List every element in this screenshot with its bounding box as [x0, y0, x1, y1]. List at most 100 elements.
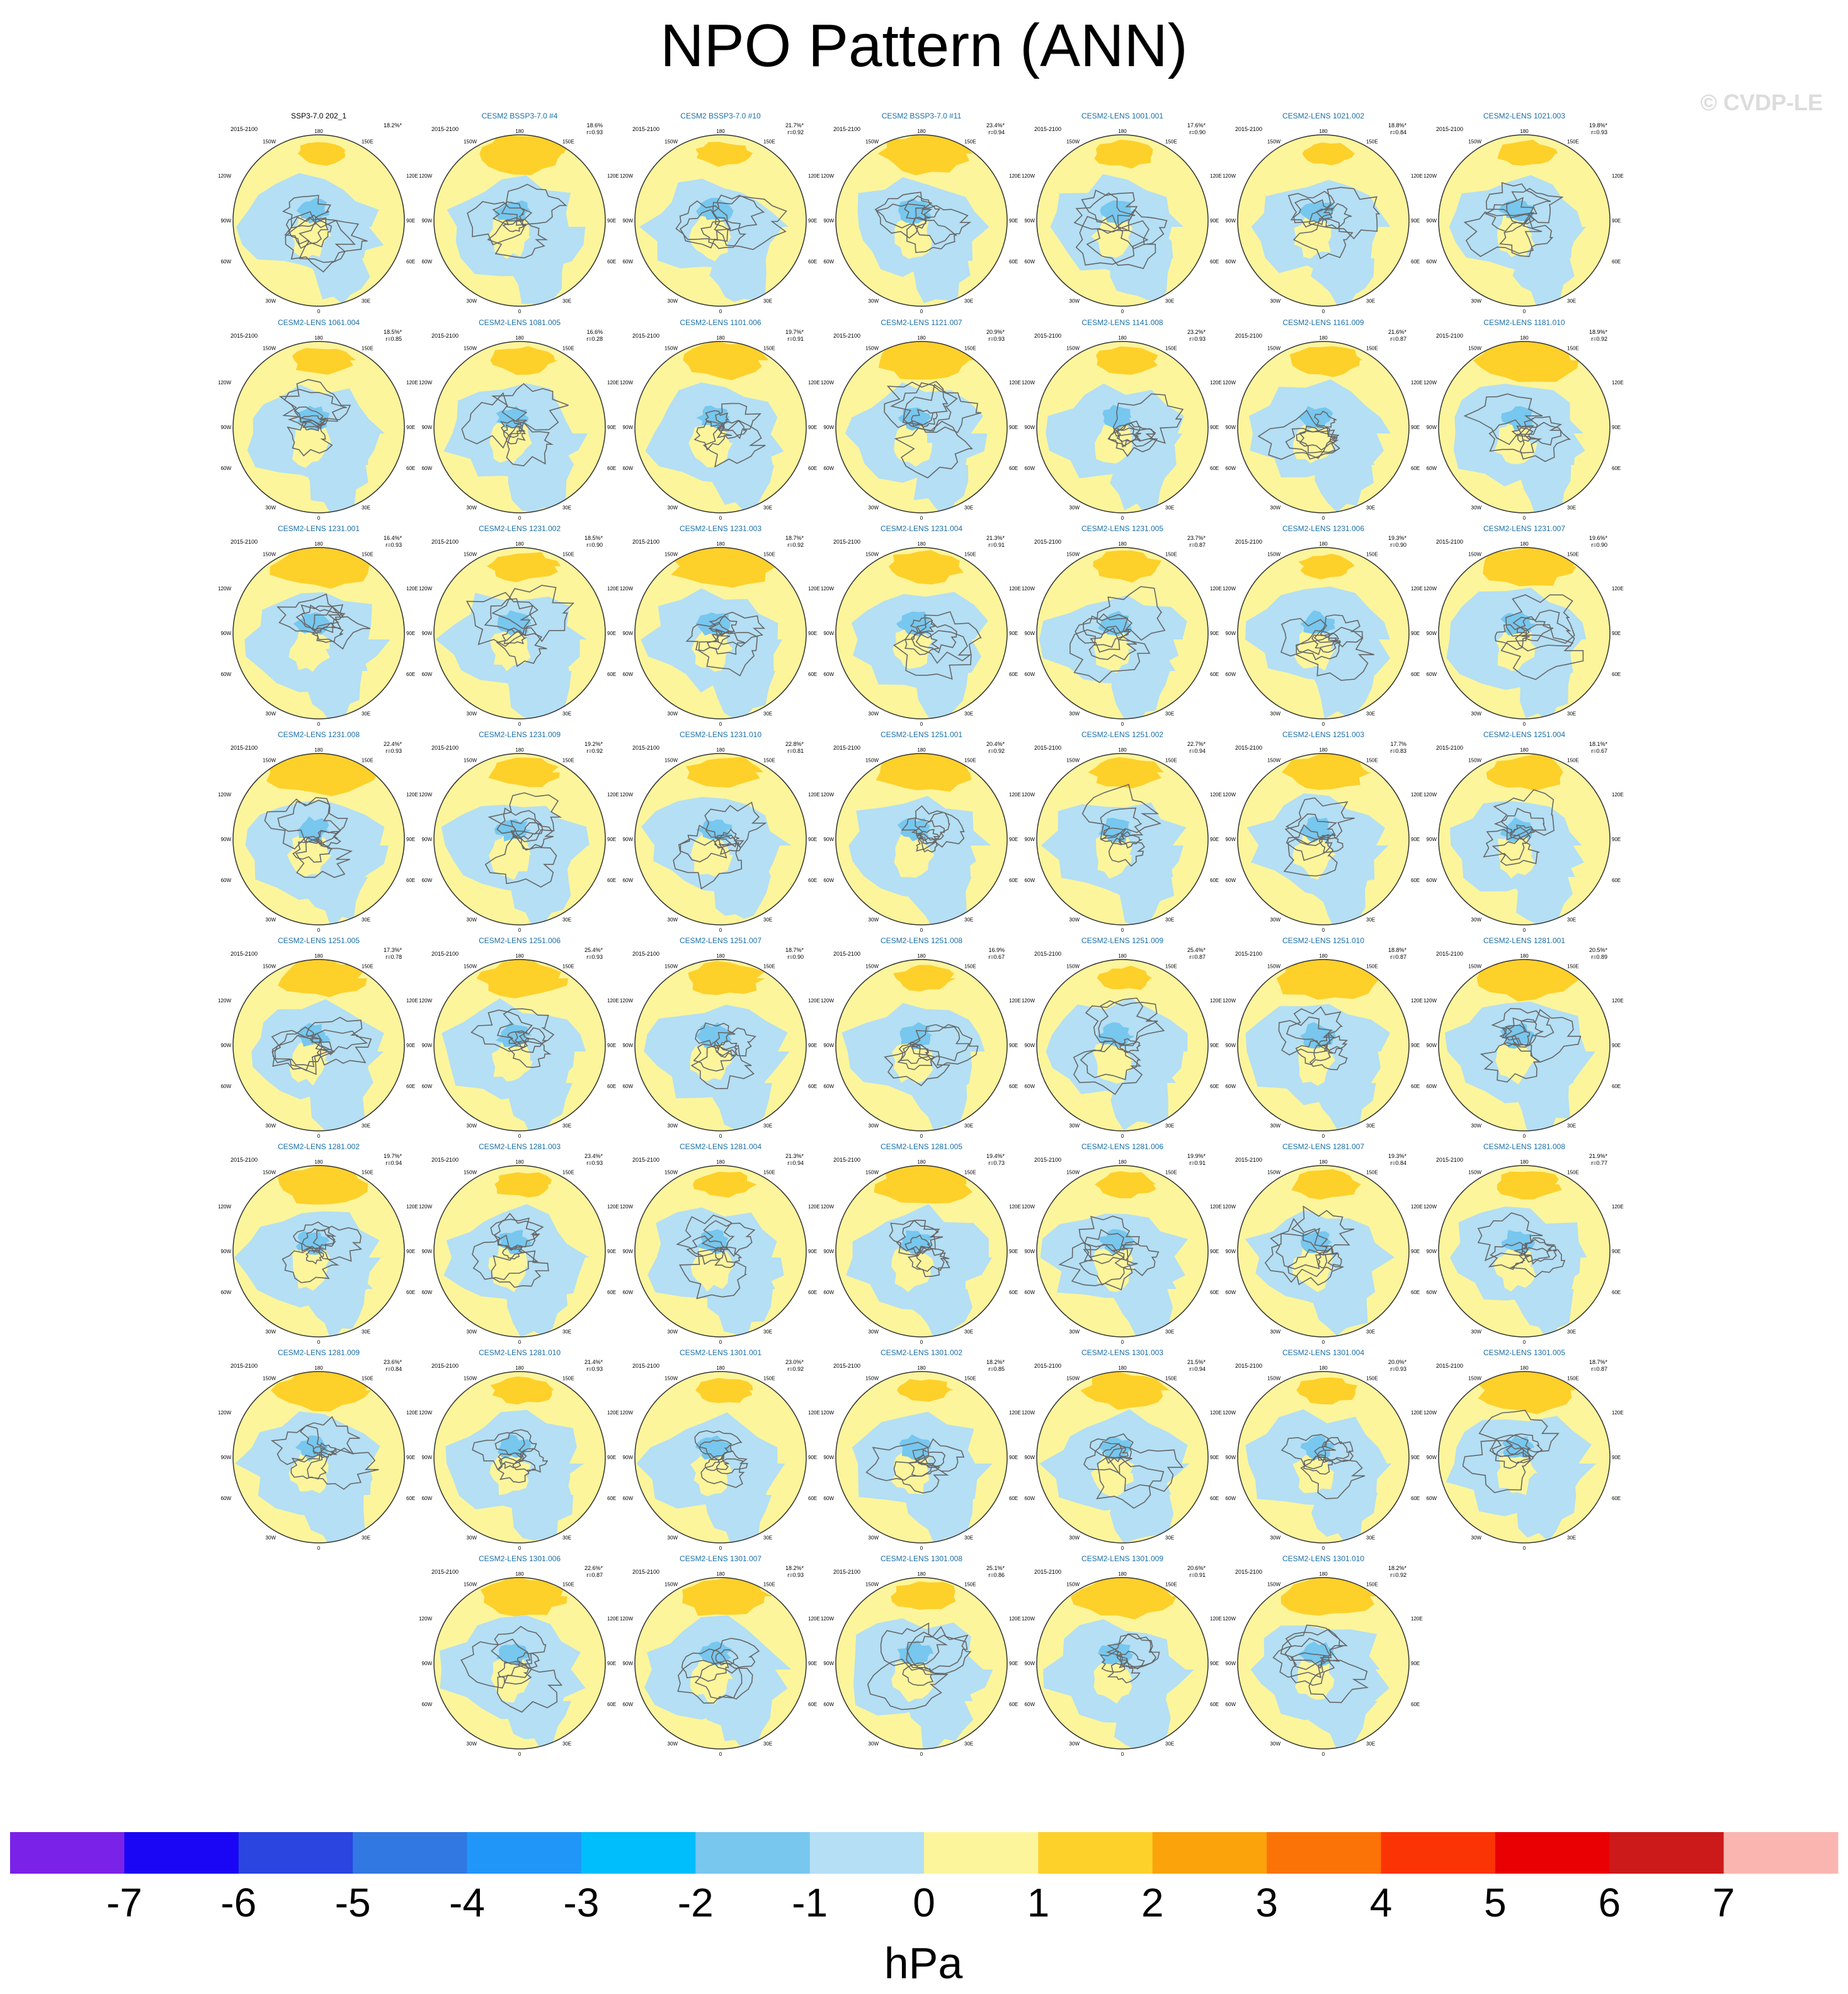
pattern-corr: r=0.84 — [385, 1366, 402, 1372]
coastline — [299, 1416, 360, 1457]
lon-label: 0 — [1322, 515, 1325, 521]
lon-label: 60W — [1226, 1290, 1236, 1295]
lon-label: 90E — [1009, 218, 1018, 224]
lon-label: 0 — [317, 721, 321, 727]
positive-anomaly-core — [695, 1378, 753, 1403]
colorbar-box — [1267, 1832, 1381, 1874]
lon-label: 180 — [314, 1159, 323, 1165]
lon-label: 150W — [865, 139, 879, 145]
panel-title: CESM2-LENS 1281.007 — [1282, 1142, 1364, 1151]
lon-label: 90E — [1612, 425, 1621, 430]
lon-label: 90E — [1210, 425, 1219, 430]
lon-label: 90W — [1025, 425, 1035, 430]
lon-label: 30E — [1366, 1741, 1375, 1747]
coastline — [867, 1658, 949, 1710]
lon-label: 30W — [869, 917, 879, 923]
pattern-corr: r=0.85 — [385, 336, 402, 342]
map-panel: CESM2-LENS 1301.009 2015-2100 20.6%*r=0.91… — [1022, 1554, 1222, 1757]
lon-label: 30E — [1567, 505, 1576, 511]
lon-label: 150W — [1468, 552, 1481, 558]
variance-pct: 18.7%* — [1589, 1359, 1608, 1365]
lon-label: 30W — [1270, 299, 1281, 304]
lon-label: 30W — [869, 1123, 879, 1129]
lon-label: 90W — [221, 1043, 232, 1048]
lon-label: 90W — [1025, 1249, 1035, 1254]
lon-label: 60E — [1210, 259, 1219, 265]
lon-label: 60W — [422, 259, 433, 265]
lon-label: 90E — [1210, 218, 1219, 224]
lon-label: 120E — [406, 1204, 418, 1210]
period-label: 2015-2100 — [231, 126, 258, 132]
lon-label: 60E — [607, 1496, 616, 1501]
lon-label: 120W — [1423, 998, 1437, 1004]
coastline — [506, 421, 554, 467]
positive-anomaly-core — [1093, 550, 1162, 583]
positive-anomaly-core — [1097, 965, 1153, 990]
lon-label: 60E — [808, 1496, 817, 1501]
lon-label: 30E — [964, 1535, 973, 1541]
panel-title: CESM2-LENS 1251.003 — [1282, 730, 1364, 739]
colorbar-tick-label: 5 — [1484, 1880, 1507, 1925]
panel-title: CESM2-LENS 1081.005 — [479, 318, 561, 327]
lon-label: 150W — [464, 1582, 477, 1588]
positive-anomaly-core — [476, 960, 569, 999]
lon-label: 150E — [1567, 964, 1579, 970]
period-label: 2015-2100 — [632, 951, 659, 957]
coastline — [298, 218, 368, 263]
coastline — [710, 1637, 760, 1674]
lon-label: 120W — [821, 1410, 834, 1416]
period-label: 2015-2100 — [1034, 126, 1061, 132]
lon-label: 180 — [515, 1571, 524, 1577]
panel-title: CESM2-LENS 1251.006 — [479, 936, 561, 945]
lon-label: 120W — [1423, 380, 1437, 386]
coastline — [484, 834, 557, 888]
coastline — [316, 830, 341, 847]
negative-anomaly-core — [297, 816, 329, 843]
coastline — [904, 1234, 932, 1254]
lon-label: 150W — [664, 964, 678, 970]
lon-label: 120W — [620, 586, 633, 592]
coastline — [1073, 192, 1136, 234]
map-panel: CESM2-LENS 1251.001 2015-2100 20.4%*r=0.92… — [821, 730, 1021, 933]
lon-label: 90E — [1411, 837, 1420, 842]
pattern-corr: r=0.81 — [787, 748, 804, 754]
pattern-corr: r=0.92 — [1591, 336, 1607, 342]
lon-label: 0 — [1523, 1339, 1526, 1345]
colorbar-tick-label: 2 — [1141, 1880, 1164, 1925]
variance-pct: 16.4%* — [384, 535, 402, 541]
lon-label: 150E — [1567, 552, 1579, 558]
lon-label: 150W — [464, 139, 477, 145]
lon-label: 90W — [1025, 837, 1035, 842]
positive-anomaly-core — [278, 960, 367, 997]
lon-label: 0 — [920, 1751, 923, 1757]
negative-anomaly-core — [1498, 200, 1536, 222]
colorbar-box — [467, 1832, 582, 1874]
lon-label: 120E — [808, 1410, 820, 1416]
coastline — [498, 1661, 532, 1685]
coastline — [1115, 423, 1142, 443]
panel-title: CESM2 BSSP3-7.0 #11 — [882, 112, 962, 120]
lon-label: 60E — [1210, 466, 1219, 471]
lon-label: 120W — [1423, 1204, 1437, 1210]
map-panel: CESM2-LENS 1251.006 2015-2100 25.4%*r=0.93… — [419, 936, 619, 1139]
coastline — [285, 216, 356, 273]
lon-label: 150E — [1165, 1582, 1177, 1588]
positive-anomaly-core — [888, 550, 964, 585]
variance-pct: 21.5%* — [1187, 1359, 1206, 1365]
lon-label: 120E — [1009, 1204, 1021, 1210]
lon-label: 120W — [1022, 380, 1035, 386]
lon-label: 0 — [1121, 1751, 1124, 1757]
coastline — [707, 631, 746, 655]
lon-label: 180 — [716, 747, 725, 753]
lon-label: 60W — [1427, 1290, 1437, 1295]
lon-label: 120W — [419, 586, 432, 592]
lon-label: 180 — [1319, 1159, 1328, 1165]
map-panel: CESM2-LENS 1281.009 2015-2100 23.6%*r=0.84… — [218, 1348, 418, 1551]
lon-label: 60W — [1226, 259, 1236, 265]
pattern-corr: r=0.93 — [586, 1160, 603, 1166]
coastline — [1293, 198, 1333, 226]
coastline — [914, 1449, 946, 1467]
lon-label: 0 — [719, 309, 722, 314]
lon-label: 180 — [917, 129, 926, 134]
lon-label: 90E — [1009, 1455, 1018, 1460]
